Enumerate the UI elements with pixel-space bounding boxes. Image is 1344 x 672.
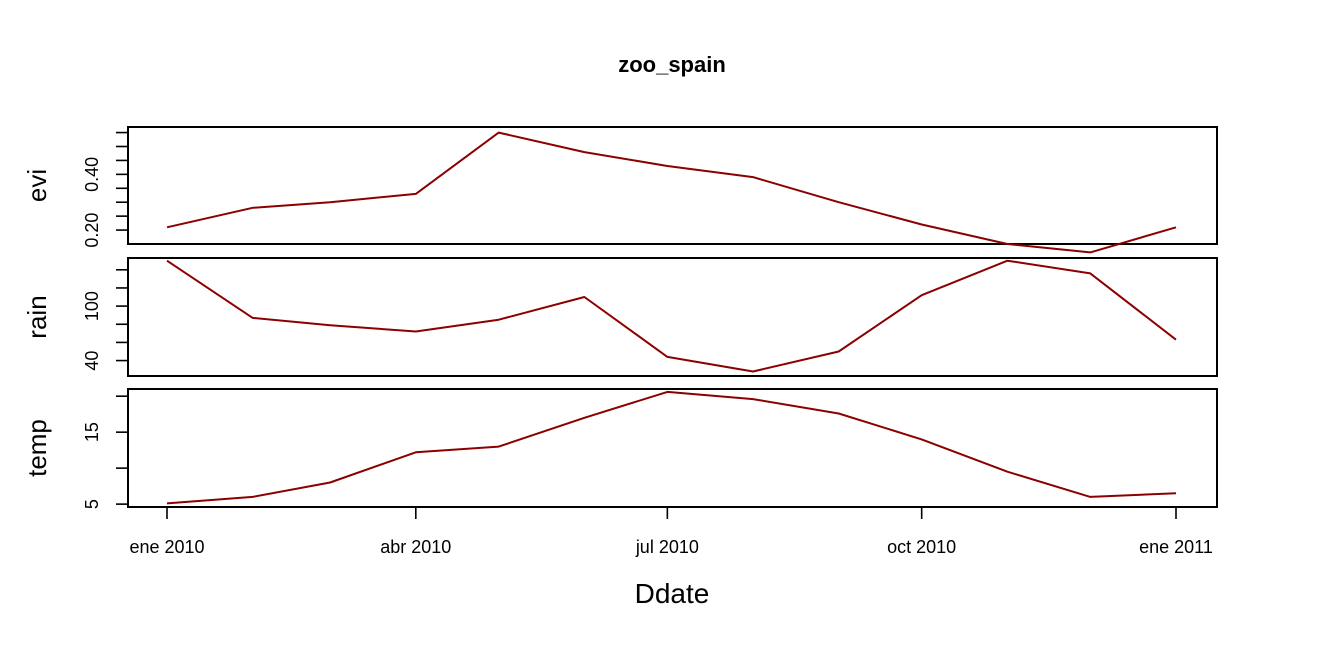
y-tick-label: 15 <box>82 422 102 442</box>
panel-temp: 5 15 temp <box>22 388 1218 509</box>
panel-frame <box>127 257 1218 377</box>
series-label: rain <box>22 295 52 338</box>
y-tick-label: 5 <box>82 499 102 509</box>
y-tick-label: 0.40 <box>82 157 102 192</box>
x-tick-label: ene 2011 <box>1139 537 1213 557</box>
x-axis-title: Ddate <box>635 578 710 609</box>
x-axis: ene 2010 abr 2010 jul 2010 oct 2010 ene 2011 <box>129 506 1213 557</box>
y-tick-label: 0.20 <box>82 213 102 248</box>
x-tick-label: jul 2010 <box>635 537 699 557</box>
y-tick-label: 40 <box>82 351 102 371</box>
series-line-temp <box>166 390 1177 505</box>
series-line-evi <box>166 131 1177 254</box>
series-label: temp <box>22 419 52 477</box>
chart-title: zoo_spain <box>618 52 726 77</box>
y-tick-label: 100 <box>82 291 102 321</box>
x-tick-label: ene 2010 <box>129 537 204 557</box>
panel-evi: 0.20 0.40 evi <box>22 126 1218 254</box>
x-tick-label: oct 2010 <box>887 537 956 557</box>
series-line-rain <box>166 259 1177 373</box>
series-label: evi <box>22 169 52 202</box>
panel-frame <box>127 126 1218 245</box>
panel-rain: 40 100 rain <box>22 257 1218 377</box>
panels: 0.20 0.40 evi 40 100 rain 5 15 temp <box>22 126 1218 509</box>
x-tick-label: abr 2010 <box>380 537 451 557</box>
